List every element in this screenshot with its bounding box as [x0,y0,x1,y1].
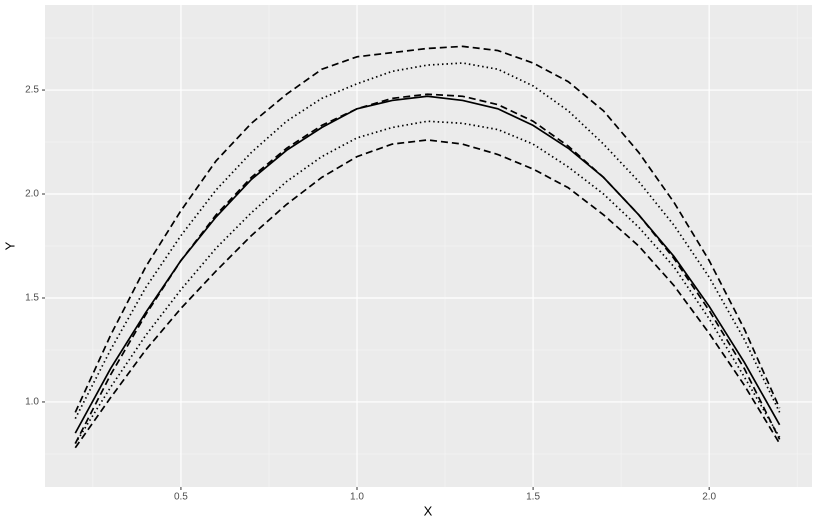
x-tick-label: 2.0 [702,492,716,503]
series-line [74,95,781,434]
series-line [74,93,781,444]
lines [74,45,781,449]
y-tick-label: 2.5 [25,85,39,96]
x-tick-label: 1.0 [350,492,364,503]
series-line [74,45,781,413]
y-axis-title: Y [2,241,17,250]
y-tick-label: 2.0 [25,189,39,200]
x-axis-title: X [424,503,433,518]
grid [45,5,812,487]
y-tick-label: 1.5 [25,293,39,304]
series-line [74,62,781,419]
y-tick-label: 1.0 [25,397,39,408]
x-tick-label: 1.5 [526,492,540,503]
x-tick-label: 0.5 [174,492,188,503]
series-line [74,139,781,449]
